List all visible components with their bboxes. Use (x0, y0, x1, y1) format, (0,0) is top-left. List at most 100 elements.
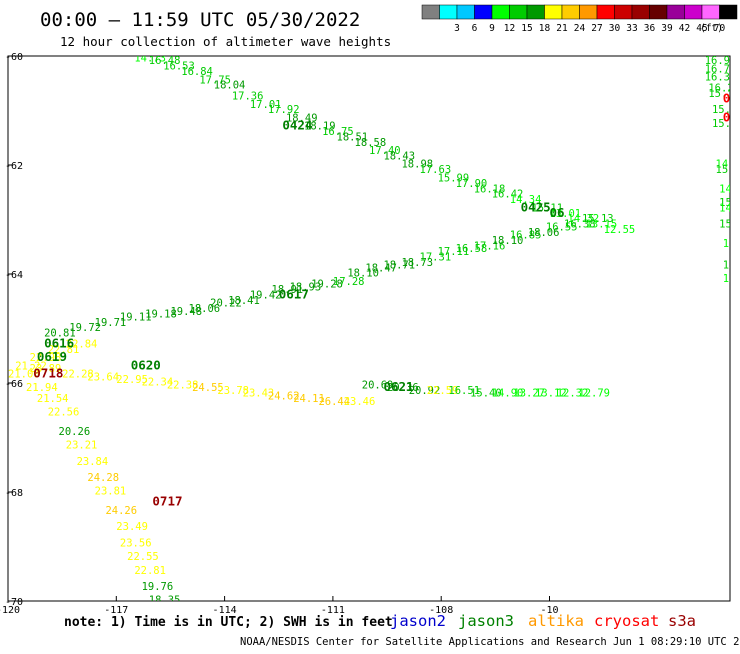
satellite-name-s3a: s3a (668, 612, 696, 630)
wave-height-label: 18.98 (401, 159, 433, 171)
legend-swatch (701, 4, 720, 20)
wave-height-label: 16.75 (322, 126, 354, 138)
wave-height-label: 13.00 (723, 273, 740, 285)
legend-swatch (596, 4, 615, 20)
wave-height-label: 17.68 (170, 641, 202, 650)
wave-height-label: 13.12 (535, 388, 567, 400)
wave-height-label: 17.92 (268, 104, 300, 116)
wave-height-label: 22.95 (116, 374, 148, 386)
wave-height-label: 16.76 (705, 63, 737, 75)
legend-tick-label: 6 (472, 23, 478, 34)
wave-height-label: 15.11 (531, 202, 563, 214)
wave-height-label: 23.46 (344, 396, 376, 408)
wave-height-label: 22.34 (142, 377, 174, 389)
wave-height-label: 18.91 (272, 284, 304, 296)
pass-time-label: 0424 (282, 118, 312, 133)
y-tick-label: -64 (5, 270, 23, 281)
wave-height-label: 20.26 (59, 426, 91, 438)
wave-height-label: 24.11 (293, 393, 325, 405)
y-tick-label: -68 (5, 488, 23, 499)
wave-height-label: 12.55 (604, 224, 636, 236)
wave-height-label: 13.27 (513, 388, 545, 400)
wave-height-label: 22.59 (427, 385, 459, 397)
data-marks: 16.3414.7316.4816.5316.8417.7518.0417.36… (8, 52, 740, 650)
legend-swatch (509, 4, 528, 20)
wave-height-label: 14.73 (134, 52, 166, 64)
legend-swatch (526, 4, 545, 20)
wave-height-label: 24.26 (105, 505, 137, 517)
legend-swatch (666, 4, 685, 20)
pass-time-label: 0 (723, 109, 731, 124)
wave-height-label: 17.16 (474, 240, 506, 252)
wave-height-label: 23.78 (217, 385, 249, 397)
wave-height-label: 22.56 (48, 407, 80, 419)
legend-tick-label: 42 (679, 23, 690, 34)
wave-height-label: 18.06 (189, 303, 221, 315)
wave-height-label: 22.84 (66, 339, 98, 351)
wave-height-label: 15.46 (719, 197, 740, 209)
legend-tick-label: 36 (644, 23, 656, 34)
x-tick-label: -117 (104, 605, 128, 616)
satellite-name-cryosat: cryosat (594, 612, 659, 630)
wave-height-label: 14.90 (492, 388, 524, 400)
pass-time-label: 0 (723, 90, 731, 105)
wave-height-label: 15.10 (723, 260, 740, 272)
wave-height-label: 14.75 (719, 202, 740, 214)
pass-time-label: 0620 (131, 357, 161, 372)
wave-height-label: 16.18 (474, 183, 506, 195)
wave-height-label: 17.11 (438, 246, 470, 258)
wave-height-label: 23.81 (95, 486, 127, 498)
wave-height-label: 15.99 (438, 172, 470, 184)
wave-height-label: 23.49 (116, 521, 148, 533)
wave-height-label: 16.53 (163, 61, 195, 73)
wave-height-label: 16.58 (456, 243, 488, 255)
wave-height-label: 18.43 (383, 151, 415, 163)
wave-height-label: 16.84 (181, 66, 213, 78)
wave-height-label: 19.48 (170, 306, 202, 318)
wave-height-label: 21.54 (37, 393, 69, 405)
wave-height-label: 16.85 (510, 230, 542, 242)
legend-tick-label: 12 (504, 23, 515, 34)
wave-height-label: 18.49 (286, 112, 318, 124)
wave-height-label: 13.01 (550, 208, 582, 220)
wave-height-label: 17.28 (333, 276, 365, 288)
y-tick-label: -62 (5, 161, 23, 172)
wave-height-label: 18.58 (355, 137, 387, 149)
wave-height-label: 17.36 (232, 91, 264, 103)
x-tick-label: -114 (213, 605, 237, 616)
wave-height-label: 23.43 (243, 388, 275, 400)
wave-height-label: 17.90 (456, 178, 488, 190)
wave-height-label: 22.55 (127, 551, 159, 563)
legend-tick-label: 70 (714, 23, 726, 34)
legend-tick-label: 3 (454, 23, 460, 34)
pass-time-label: 0425 (521, 199, 551, 214)
wave-height-label: 17.75 (199, 74, 231, 86)
wave-height-label: 15.40 (470, 388, 502, 400)
wave-height-label: 20.92 (409, 385, 441, 397)
wave-height-label: 24.62 (268, 390, 300, 402)
y-tick-label: -70 (5, 597, 23, 608)
satellite-legend: jason2 jason3 altika cryosat s3a (390, 612, 696, 630)
wave-height-label: 14.97 (719, 183, 740, 195)
wave-height-label: 15.98 (712, 118, 740, 130)
wave-height-label: 17.01 (250, 99, 282, 111)
wave-height-label: 18.04 (214, 80, 246, 92)
x-tick-label: -120 (0, 605, 20, 616)
wave-height-label: 16.48 (149, 55, 181, 67)
wave-height-label: 19.18 (145, 309, 177, 321)
chart-title: 00:00 – 11:59 UTC 05/30/2022 (40, 9, 360, 31)
wave-height-label: 19.76 (142, 581, 174, 593)
wave-height-label: 24.28 (87, 472, 119, 484)
legend-unit-label: (ft) (700, 23, 723, 34)
pass-time-label: 0617 (279, 287, 309, 302)
legend-tick-label: 21 (556, 23, 568, 34)
wave-height-label: 18.47 (365, 262, 397, 274)
legend-tick-label: 30 (609, 23, 621, 34)
wave-height-label: 18.73 (401, 257, 433, 269)
wave-height-label: 19.72 (69, 322, 101, 334)
wave-height-label: 20.69 (362, 379, 394, 391)
legend-swatch (421, 4, 440, 20)
wave-height-label: 18.10 (347, 268, 379, 280)
wave-height-label: 17.63 (420, 164, 452, 176)
